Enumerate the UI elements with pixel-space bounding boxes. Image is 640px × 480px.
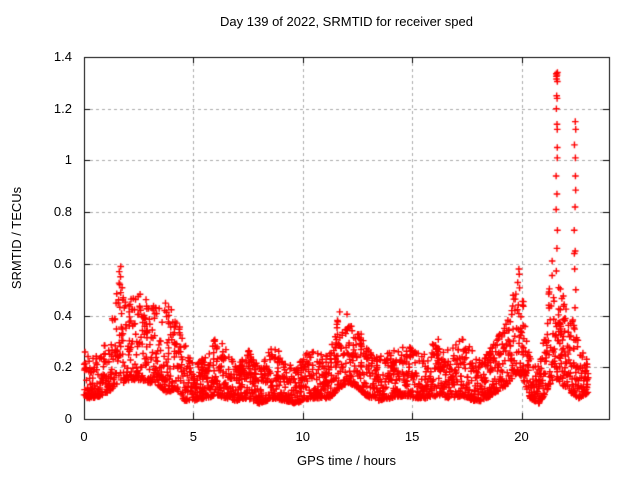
- y-tick-label: 0.8: [53, 204, 72, 220]
- y-tick-label: 1: [64, 152, 72, 168]
- y-axis-label: SRMTID / TECUs: [9, 186, 24, 290]
- y-tick-label: 0.2: [53, 359, 72, 375]
- x-axis-label: GPS time / hours: [297, 453, 396, 468]
- x-tick-label: 0: [80, 429, 88, 444]
- y-tick-label: 1.4: [53, 49, 72, 64]
- x-tick-label: 10: [295, 429, 310, 444]
- y-tick-label: 0: [64, 411, 72, 426]
- x-tick-label: 5: [189, 429, 197, 444]
- x-tick-label: 20: [514, 429, 529, 444]
- x-tick-label: 15: [404, 429, 420, 444]
- y-tick-label: 0.4: [53, 307, 72, 323]
- y-tick-label: 0.6: [53, 255, 72, 271]
- y-tick-label: 1.2: [53, 100, 72, 116]
- chart-title: Day 139 of 2022, SRMTID for receiver spe…: [220, 14, 473, 29]
